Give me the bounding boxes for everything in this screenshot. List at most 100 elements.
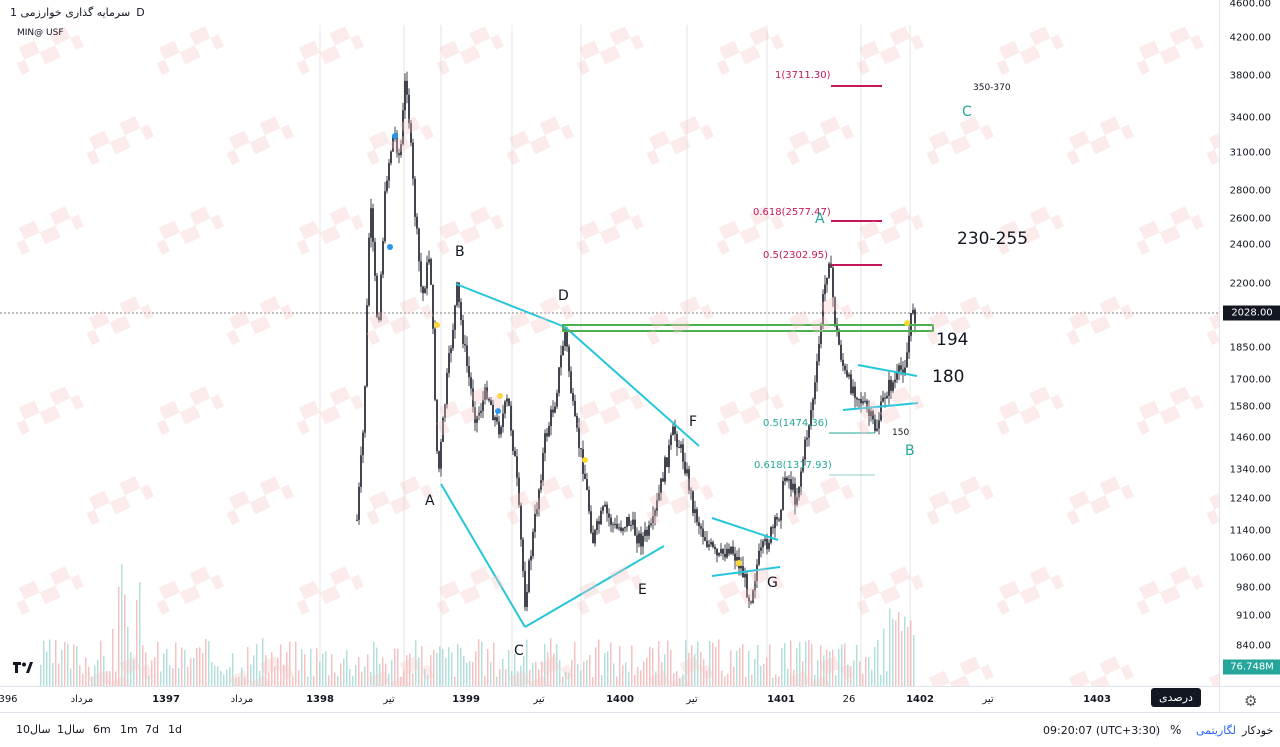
clock-label[interactable]: 09:20:07 (UTC+3:30)	[1043, 724, 1161, 737]
watermark-mark: ▞▚▞▚	[1060, 292, 1135, 346]
volume-bar	[58, 663, 60, 686]
volume-bar	[775, 674, 777, 686]
volume-bar	[778, 676, 780, 686]
range-7d-button[interactable]: 7d	[145, 723, 159, 736]
range-1m-button[interactable]: 1m	[120, 723, 138, 736]
range-1d-button[interactable]: 1d	[168, 723, 182, 736]
gear-icon[interactable]: ⚙	[1244, 692, 1258, 710]
log-scale-button[interactable]: لگاریتمی	[1196, 724, 1236, 737]
volume-bar	[175, 642, 177, 686]
volume-bar	[229, 667, 231, 686]
volume-bar	[703, 659, 705, 686]
candle-body	[734, 553, 736, 561]
candle-body	[806, 437, 808, 440]
candle-body	[422, 286, 424, 294]
candle-body	[632, 519, 634, 525]
volume-bar	[793, 669, 795, 686]
volume-bar	[484, 675, 486, 686]
candle-body	[814, 382, 816, 400]
volume-bar	[886, 671, 888, 686]
time-axis[interactable]: 396 مرداد 1397 مرداد 1398 تیر 1399 تیر 1400 تیر 14…	[0, 686, 1219, 713]
volume-bar	[445, 658, 447, 686]
candle-body	[640, 533, 642, 547]
candle-body	[898, 365, 900, 372]
volume-bar	[454, 676, 456, 686]
candle-body	[358, 486, 360, 520]
watermark-mark: ▞▚▞▚	[80, 472, 155, 526]
candle-body	[604, 504, 606, 507]
volume-bar	[478, 639, 480, 686]
candle-body	[586, 479, 588, 490]
time-tick: تیر	[383, 694, 395, 705]
candle-body	[730, 546, 732, 554]
candle-body	[596, 521, 598, 530]
time-tick: تیر	[533, 694, 545, 705]
candle-body	[724, 553, 726, 558]
candle-body	[906, 352, 908, 368]
volume-bar	[382, 657, 384, 686]
volume-bar	[448, 647, 450, 686]
tradingview-logo-icon[interactable]	[12, 660, 34, 674]
watermark-mark: ▞▚▞▚	[1200, 112, 1219, 166]
fib-0618-upper-label: 0.618(2577.47)	[753, 207, 831, 218]
volume-bar	[868, 657, 870, 686]
candle-body	[524, 570, 526, 607]
volume-bar	[880, 674, 882, 686]
volume-bar	[826, 649, 828, 686]
auto-scale-button[interactable]: خودکار	[1242, 724, 1274, 737]
candle-body	[584, 473, 586, 480]
volume-bar	[547, 652, 549, 686]
candle-body	[482, 399, 484, 411]
level-150-label: 150	[892, 428, 910, 438]
watermark-mark: ▞▚▞▚	[640, 652, 715, 686]
price-tick: 1850.00	[1229, 342, 1271, 354]
volume-bar	[814, 674, 816, 686]
candle-body	[668, 445, 670, 467]
volume-bar	[751, 674, 753, 686]
volume-bar	[721, 670, 723, 686]
candle-body	[764, 539, 766, 542]
candle-body	[650, 523, 652, 526]
wave-label-c: C	[514, 643, 524, 659]
range-6m-button[interactable]: 6m	[93, 723, 111, 736]
price-chart[interactable]: ▞▚▞▚ ▞▚▞▚ ▞▚▞▚ ▞▚▞▚ ▞▚▞▚ ▞▚▞▚ ▞▚▞▚ ▞▚▞▚ ▞▚▞▚ ▞▚▞▚…	[0, 0, 1219, 686]
candle-body	[818, 343, 820, 362]
volume-bar	[643, 661, 645, 686]
volume-bar	[238, 676, 240, 686]
watermark-mark: ▞▚▞▚	[500, 652, 575, 686]
percent-button[interactable]: %	[1170, 723, 1182, 737]
volume-bar	[91, 677, 93, 686]
candle-body	[672, 426, 674, 436]
candle-body	[630, 524, 632, 526]
candle-body	[662, 478, 664, 482]
volume-bar	[610, 642, 612, 686]
candle-body	[852, 386, 854, 394]
candle-body	[676, 434, 678, 448]
price-scale[interactable]: 4600.00 4200.00 3800.00 3400.00 3100.00 2800.…	[1219, 0, 1280, 686]
range-1y-button[interactable]: 1سال	[57, 723, 85, 736]
timeframe-label[interactable]: 1D	[10, 6, 145, 19]
range-10y-button[interactable]: 10سال	[16, 723, 51, 736]
candle-body	[702, 528, 704, 538]
candle-body	[578, 427, 580, 449]
candle-body	[832, 267, 834, 298]
volume-bar	[811, 644, 813, 686]
candle-body	[718, 552, 720, 556]
time-tick: 1399	[452, 694, 480, 705]
volume-bar	[298, 670, 300, 686]
trend-line	[455, 283, 566, 328]
candle-body	[678, 447, 680, 449]
settings-cell[interactable]: ⚙	[1219, 686, 1280, 713]
price-tick: 2600.00	[1229, 213, 1271, 225]
candle-body	[890, 379, 892, 391]
volume-bar	[664, 654, 666, 686]
volume-bar	[181, 647, 183, 686]
candle-body	[356, 519, 358, 521]
candle-body	[488, 398, 490, 401]
volume-bar	[319, 661, 321, 686]
candle-body	[648, 525, 650, 536]
candle-body	[634, 519, 636, 536]
chart-area[interactable]: ▞▚▞▚ ▞▚▞▚ ▞▚▞▚ ▞▚▞▚ ▞▚▞▚ ▞▚▞▚ ▞▚▞▚ ▞▚▞▚ ▞▚▞▚ ▞▚▞▚…	[0, 0, 1219, 686]
volume-bar	[220, 670, 222, 686]
candle-body	[406, 80, 408, 95]
